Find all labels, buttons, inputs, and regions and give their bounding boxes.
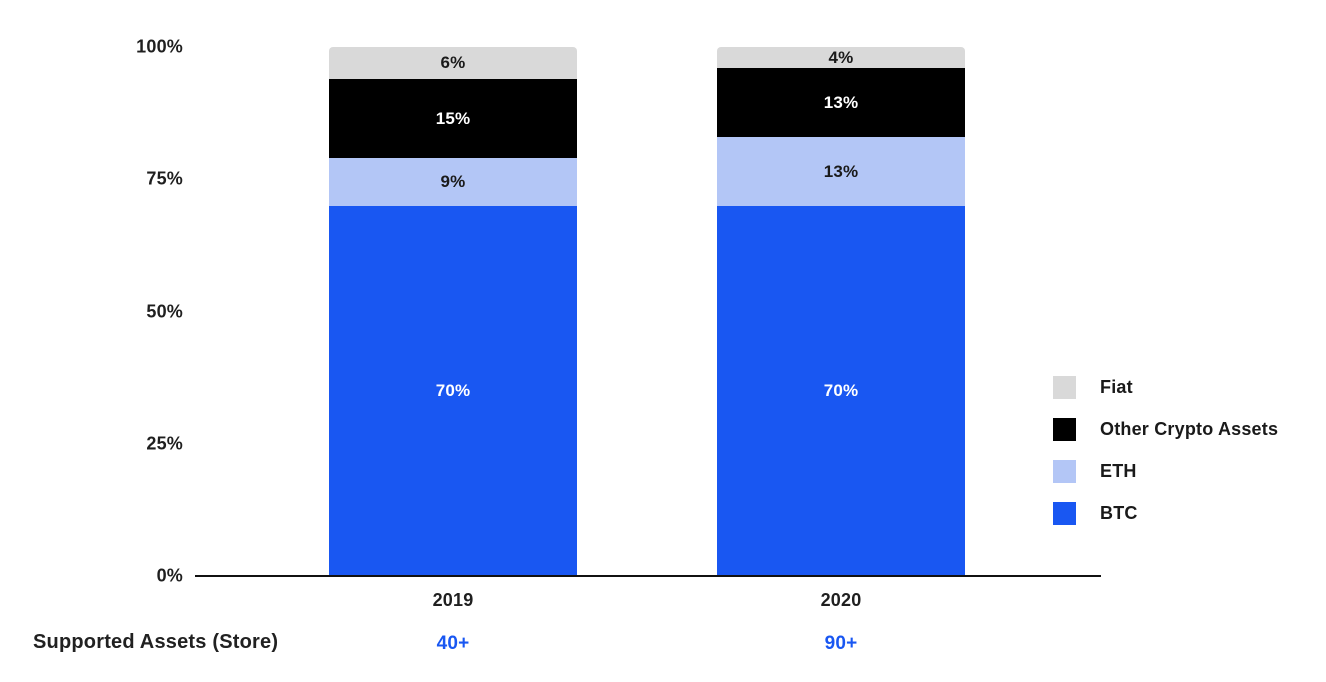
- segment-value-label: 4%: [828, 48, 854, 68]
- legend-label: Fiat: [1100, 377, 1133, 397]
- y-tick-label: 50%: [146, 301, 183, 321]
- legend-item-other-crypto-assets: Other Crypto Assets: [1053, 418, 1278, 441]
- chart-legend: Fiat Other Crypto Assets ETH BTC: [1053, 376, 1278, 525]
- bar-segment-btc: 70%: [329, 205, 577, 576]
- y-tick-label: 75%: [146, 168, 183, 189]
- x-category-label: 2020: [820, 590, 862, 610]
- legend-label: ETH: [1100, 461, 1137, 481]
- supported-assets-value: 40+: [436, 633, 470, 654]
- x-axis-line: [195, 575, 1101, 577]
- segment-value-label: 13%: [823, 93, 859, 113]
- legend-item-btc: BTC: [1053, 502, 1278, 525]
- bar-segment-eth: 13%: [717, 136, 965, 206]
- segment-value-label: 70%: [435, 381, 471, 401]
- legend-swatch-icon: [1053, 376, 1076, 399]
- bar-segment-other-crypto-assets: 15%: [329, 78, 577, 159]
- segment-value-label: 9%: [440, 172, 466, 192]
- y-tick-label: 0%: [156, 565, 183, 586]
- legend-label: Other Crypto Assets: [1100, 419, 1279, 439]
- bar-segment-btc: 70%: [717, 205, 965, 576]
- y-tick-label: 25%: [146, 433, 183, 454]
- legend-label: BTC: [1100, 503, 1138, 523]
- bar-segment-fiat: 4%: [717, 47, 965, 69]
- legend-swatch-icon: [1053, 502, 1076, 525]
- legend-swatch-icon: [1053, 418, 1076, 441]
- legend-item-fiat: Fiat: [1053, 376, 1278, 399]
- segment-value-label: 13%: [823, 161, 859, 181]
- segment-value-label: 70%: [823, 381, 859, 401]
- footer-row-label: Supported Assets (Store): [33, 631, 279, 653]
- bar-segment-fiat: 6%: [329, 47, 577, 79]
- bar-segment-eth: 9%: [329, 158, 577, 206]
- stacked-bar-2019: 6% 15% 9% 70%: [329, 47, 577, 576]
- x-category-label: 2019: [432, 590, 474, 610]
- supported-assets-value: 90+: [824, 633, 858, 654]
- segment-value-label: 6%: [440, 53, 466, 73]
- plot-area: 6% 15% 9% 70% 4% 13% 13% 70%: [195, 47, 1101, 576]
- legend-item-eth: ETH: [1053, 460, 1278, 483]
- y-tick-label: 100%: [136, 36, 183, 57]
- legend-swatch-icon: [1053, 460, 1076, 483]
- bar-segment-other-crypto-assets: 13%: [717, 68, 965, 137]
- segment-value-label: 15%: [435, 108, 471, 128]
- stacked-bar-2020: 4% 13% 13% 70%: [717, 47, 965, 576]
